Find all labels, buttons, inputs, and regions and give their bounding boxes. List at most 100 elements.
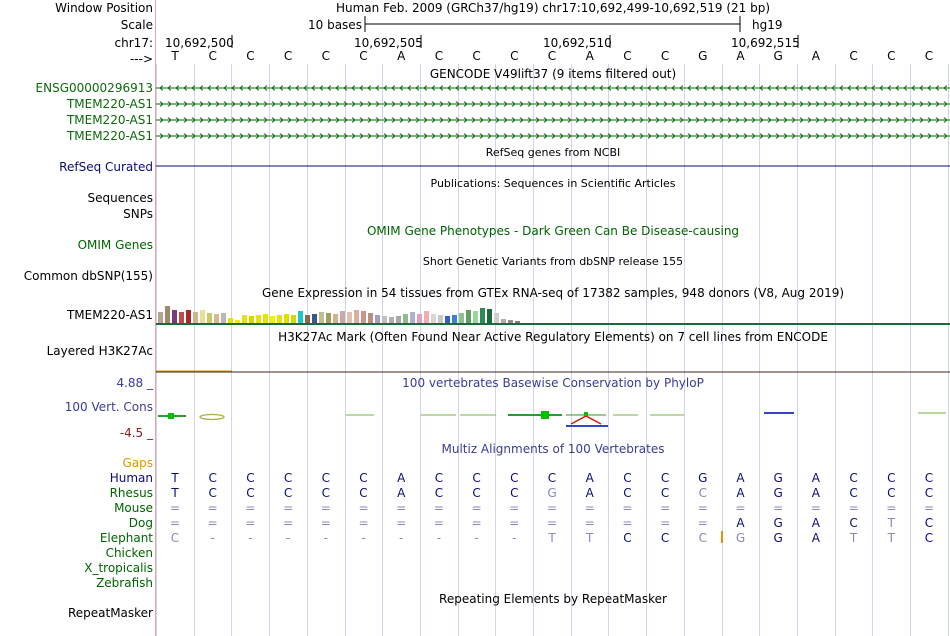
strand-arrow [567,117,572,123]
strand-arrow [295,133,300,139]
gtex-tissue-bar [179,312,184,323]
species-label-zebrafish[interactable]: Zebrafish [96,576,153,590]
strand-arrow [647,117,652,123]
dna-base: C [208,49,217,63]
dbsnp-track-label[interactable]: Common dbSNP(155) [23,269,153,283]
strand-arrow [167,117,172,123]
strand-arrow [855,85,860,91]
strand-arrow [815,133,820,139]
gtex-tissue-bar [466,310,471,323]
species-label-mouse[interactable]: Mouse [114,501,153,515]
strand-arrow [455,85,460,91]
strand-arrow [543,101,548,107]
strand-arrow [535,85,540,91]
gaps-track-label[interactable]: Gaps [122,456,153,470]
strand-arrow [223,117,228,123]
alignment-base-rhesus: G [547,486,557,500]
strand-arrow [543,133,548,139]
repeatmasker-track-label[interactable]: RepeatMasker [67,606,153,620]
strand-arrow [407,101,412,107]
gtex-tissue-bar [200,310,205,323]
strand-arrow [519,101,524,107]
strand-arrow [519,117,524,123]
strand-arrow [855,101,860,107]
omim-track-label[interactable]: OMIM Genes [77,238,153,252]
strand-arrow [895,101,900,107]
strand-arrow [711,133,716,139]
alignment-base-rhesus: C [321,486,330,500]
strand-arrow [591,101,596,107]
gencode-item-label-tmem220-as1[interactable]: TMEM220-AS1 [66,129,153,143]
strand-arrow [679,133,684,139]
species-label-rhesus[interactable]: Rhesus [109,486,153,500]
strand-arrow [263,133,268,139]
strand-arrow [415,85,420,91]
alignment-base-human: C [623,471,632,485]
strand-arrow [495,133,500,139]
strand-arrow [319,117,324,123]
strand-arrow [551,101,556,107]
strand-arrow [319,133,324,139]
omim-track-title: OMIM Gene Phenotypes - Dark Green Can Be… [366,224,740,238]
strand-arrow [679,101,684,107]
alignment-base-dog: = [358,516,369,530]
gencode-item-label-ensg[interactable]: ENSG00000296913 [35,81,153,95]
strand-arrow [351,101,356,107]
strand-arrow [335,85,340,91]
alignment-base-dog: = [471,516,482,530]
dna-base: C [660,49,670,63]
strand-arrow [839,101,844,107]
species-label-elephant[interactable]: Elephant [99,531,153,545]
strand-arrow [311,133,316,139]
gtex-tissue-bar [445,316,450,323]
strand-arrow [455,101,460,107]
strand-arrow [775,133,780,139]
gtex-tissue-bar [277,315,282,323]
species-label-chicken[interactable]: Chicken [105,546,153,560]
alignment-base-mouse: = [283,501,294,515]
strand-arrow [703,117,708,123]
strand-arrow [239,101,244,107]
strand-arrow [895,117,900,123]
strand-arrow [447,117,452,123]
track-graphics [156,16,950,543]
species-label-x-tropicalis[interactable]: X_tropicalis [84,561,153,575]
track-image-area[interactable]: Human Feb. 2009 (GRCh37/hg19) chr17:10,6… [156,0,950,636]
strand-arrow [159,133,164,139]
gtex-tissue-bar [319,312,324,323]
strand-arrow [399,117,404,123]
strand-arrow [535,117,540,123]
strand-arrow [695,101,700,107]
gtex-track-label[interactable]: TMEM220-AS1 [66,308,153,322]
sequences-track-label[interactable]: Sequences [87,191,153,205]
strand-arrow [847,85,852,91]
conservation-track-label[interactable]: 100 Vert. Cons [64,400,153,414]
gtex-tissue-bar [501,319,506,323]
strand-arrow [903,133,908,139]
strand-arrow [799,101,804,107]
gencode-item-label-tmem220-as1[interactable]: TMEM220-AS1 [66,113,153,127]
assembly-name: hg19 [752,18,783,32]
h3k27ac-track-label[interactable]: Layered H3K27Ac [46,344,153,358]
strand-arrow [687,101,692,107]
snps-track-label[interactable]: SNPs [123,207,153,221]
alignment-base-dog: = [169,516,181,530]
gtex-tissue-bar [382,316,387,323]
alignment-base-rhesus: A [736,486,745,500]
dna-base: C [246,49,255,63]
strand-arrow [767,117,772,123]
strand-arrow [487,133,492,139]
gtex-tissue-bar [452,315,457,323]
gtex-track-title: Gene Expression in 54 tissues from GTEx … [261,286,845,300]
alignment-base-dog: = [433,516,444,530]
species-label-human[interactable]: Human [109,471,153,485]
strand-arrow [231,101,236,107]
species-label-dog[interactable]: Dog [128,516,153,530]
strand-arrow [839,133,844,139]
alignment-base-human: C [849,471,858,485]
alignment-base-human: C [547,471,557,485]
gencode-item-label-tmem220-as1[interactable]: TMEM220-AS1 [66,97,153,111]
refseq-track-label[interactable]: RefSeq Curated [59,160,153,174]
strand-arrow [279,101,284,107]
strand-arrow [759,101,764,107]
